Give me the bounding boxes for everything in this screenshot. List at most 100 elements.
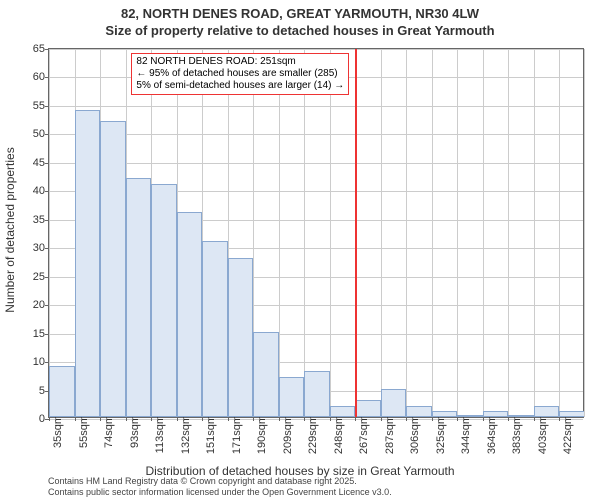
annotation-line: 82 NORTH DENES ROAD: 251sqm <box>136 56 344 68</box>
x-tick-label: 151sqm <box>205 415 217 465</box>
y-tick-label: 25 <box>21 271 45 283</box>
x-tick-mark <box>279 417 280 421</box>
x-tick-mark <box>559 417 560 421</box>
grid-line-v <box>49 49 50 417</box>
x-tick-mark <box>151 417 152 421</box>
histogram-bar <box>253 332 279 417</box>
grid-line-v <box>381 49 382 417</box>
x-tick-mark <box>330 417 331 421</box>
histogram-bar <box>432 411 458 417</box>
grid-line-h <box>49 106 583 107</box>
grid-line-v <box>584 49 585 417</box>
grid-line-v <box>406 49 407 417</box>
x-tick-mark <box>126 417 127 421</box>
histogram-bar <box>49 366 75 417</box>
x-tick-label: 229sqm <box>307 415 319 465</box>
x-tick-label: 171sqm <box>231 415 243 465</box>
x-tick-mark <box>202 417 203 421</box>
histogram-bar <box>534 406 560 417</box>
annotation-line: 5% of semi-detached houses are larger (1… <box>136 80 344 92</box>
grid-line-v <box>330 49 331 417</box>
x-tick-label: 209sqm <box>282 415 294 465</box>
histogram-bar <box>457 415 483 417</box>
grid-line-h <box>49 49 583 50</box>
grid-line-h <box>49 134 583 135</box>
histogram-bar <box>202 241 228 417</box>
histogram-bar <box>406 406 432 417</box>
x-tick-label: 364sqm <box>486 415 498 465</box>
histogram-bar <box>330 406 356 417</box>
grid-line-v <box>508 49 509 417</box>
x-tick-label: 132sqm <box>180 415 192 465</box>
x-tick-label: 344sqm <box>460 415 472 465</box>
y-tick-label: 65 <box>21 43 45 55</box>
x-tick-mark <box>100 417 101 421</box>
x-tick-mark <box>75 417 76 421</box>
x-tick-label: 35sqm <box>52 415 64 465</box>
histogram-bar <box>177 212 203 417</box>
x-tick-label: 93sqm <box>129 415 141 465</box>
x-tick-mark <box>304 417 305 421</box>
x-tick-label: 383sqm <box>511 415 523 465</box>
histogram-bar <box>304 371 330 417</box>
x-tick-mark <box>534 417 535 421</box>
x-tick-mark <box>228 417 229 421</box>
grid-line-v <box>457 49 458 417</box>
y-tick-label: 10 <box>21 356 45 368</box>
histogram-bar <box>100 121 126 417</box>
histogram-bar <box>228 258 254 417</box>
y-tick-label: 60 <box>21 71 45 83</box>
histogram-bar <box>151 184 177 417</box>
annotation-line: ← 95% of detached houses are smaller (28… <box>136 68 344 80</box>
x-tick-label: 267sqm <box>358 415 370 465</box>
x-tick-label: 325sqm <box>435 415 447 465</box>
grid-line-v <box>304 49 305 417</box>
grid-line-v <box>432 49 433 417</box>
histogram-bar <box>483 411 509 417</box>
x-tick-label: 403sqm <box>537 415 549 465</box>
attribution-line1: Contains HM Land Registry data © Crown c… <box>48 476 392 487</box>
x-tick-mark <box>355 417 356 421</box>
chart-title-main: 82, NORTH DENES ROAD, GREAT YARMOUTH, NR… <box>0 0 600 21</box>
x-tick-mark <box>508 417 509 421</box>
y-tick-label: 20 <box>21 299 45 311</box>
grid-line-v <box>534 49 535 417</box>
y-tick-label: 5 <box>21 385 45 397</box>
x-tick-label: 248sqm <box>333 415 345 465</box>
plot-area: 0510152025303540455055606535sqm55sqm74sq… <box>48 48 584 418</box>
attribution-text: Contains HM Land Registry data © Crown c… <box>48 476 392 498</box>
x-tick-label: 422sqm <box>562 415 574 465</box>
grid-line-h <box>49 163 583 164</box>
y-tick-label: 15 <box>21 328 45 340</box>
x-tick-mark <box>483 417 484 421</box>
x-tick-mark <box>432 417 433 421</box>
x-tick-label: 190sqm <box>256 415 268 465</box>
y-tick-label: 40 <box>21 185 45 197</box>
histogram-bar <box>126 178 152 417</box>
grid-line-v <box>483 49 484 417</box>
x-tick-mark <box>381 417 382 421</box>
x-tick-label: 113sqm <box>154 415 166 465</box>
histogram-bar <box>355 400 381 417</box>
chart-container: 82, NORTH DENES ROAD, GREAT YARMOUTH, NR… <box>0 0 600 500</box>
grid-line-v <box>559 49 560 417</box>
x-tick-mark <box>253 417 254 421</box>
y-tick-label: 55 <box>21 100 45 112</box>
histogram-bar <box>559 411 585 417</box>
x-tick-label: 74sqm <box>103 415 115 465</box>
y-tick-label: 0 <box>21 413 45 425</box>
histogram-bar <box>279 377 305 417</box>
x-tick-label: 306sqm <box>409 415 421 465</box>
x-tick-mark <box>177 417 178 421</box>
annotation-box: 82 NORTH DENES ROAD: 251sqm← 95% of deta… <box>131 53 349 95</box>
histogram-bar <box>381 389 407 417</box>
x-tick-label: 55sqm <box>78 415 90 465</box>
histogram-bar <box>508 415 534 417</box>
y-tick-label: 30 <box>21 242 45 254</box>
y-axis-label: Number of detached properties <box>3 147 17 312</box>
y-tick-label: 35 <box>21 214 45 226</box>
grid-line-v <box>279 49 280 417</box>
y-tick-label: 50 <box>21 128 45 140</box>
histogram-bar <box>75 110 101 417</box>
x-tick-mark <box>49 417 50 421</box>
